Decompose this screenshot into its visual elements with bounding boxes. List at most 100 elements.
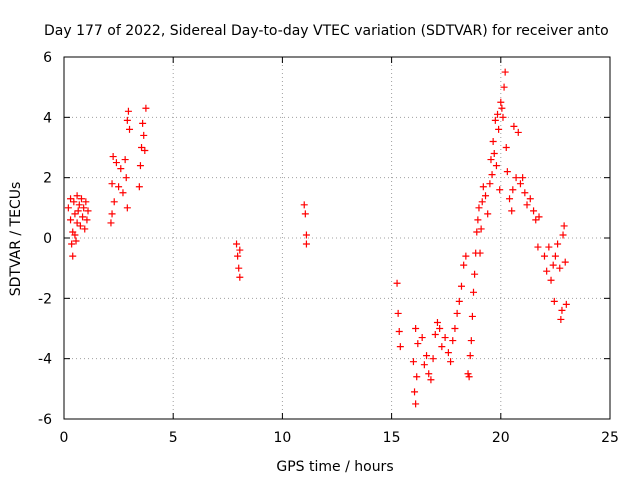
data-point-marker: [510, 122, 518, 130]
data-point-marker: [488, 171, 496, 179]
data-point-marker: [470, 288, 477, 296]
data-point-marker: [233, 240, 241, 248]
data-point-marker: [494, 110, 502, 118]
y-tick-label: 4: [43, 110, 52, 126]
y-tick-label: -4: [38, 352, 52, 368]
data-point-marker: [478, 198, 486, 206]
data-point-marker: [68, 240, 76, 248]
data-point-marker: [486, 180, 494, 188]
data-point-marker: [73, 219, 81, 227]
data-point-marker: [547, 276, 555, 284]
data-point-marker: [108, 210, 116, 218]
data-point-marker: [140, 131, 148, 139]
y-tick-label: 6: [43, 50, 52, 66]
data-point-marker: [411, 388, 419, 396]
data-point-marker: [124, 107, 132, 115]
data-point-marker: [471, 270, 479, 278]
data-point-marker: [123, 116, 131, 124]
data-point-marker: [489, 137, 497, 145]
y-tick-label: -2: [38, 291, 52, 307]
data-point-marker: [72, 237, 80, 245]
chart-title: Day 177 of 2022, Sidereal Day-to-day VTE…: [44, 23, 609, 39]
data-point-marker: [465, 373, 473, 381]
data-point-marker: [523, 201, 531, 209]
data-point-marker: [117, 165, 125, 173]
data-point-marker: [550, 297, 558, 305]
data-point-marker: [76, 222, 84, 230]
data-point-marker: [475, 204, 483, 212]
data-point-marker: [431, 331, 439, 339]
data-point-marker: [135, 183, 143, 191]
data-point-marker: [109, 153, 117, 161]
data-point-marker: [466, 352, 474, 360]
data-point-marker: [71, 210, 79, 218]
data-point-marker: [556, 264, 564, 272]
data-point-marker: [236, 273, 244, 281]
data-point-marker: [119, 189, 127, 197]
data-point-marker: [502, 144, 510, 151]
data-point-marker: [121, 156, 129, 164]
data-point-marker: [509, 186, 517, 194]
data-point-marker: [497, 98, 505, 106]
data-point-marker: [301, 210, 309, 218]
data-point-marker: [433, 318, 441, 326]
data-point-marker: [554, 240, 562, 248]
data-point-marker: [83, 216, 91, 224]
data-point-marker: [110, 198, 118, 206]
data-point-marker: [514, 128, 522, 136]
data-point-marker: [562, 300, 570, 308]
x-tick-label: 25: [601, 430, 619, 446]
data-point-marker: [427, 376, 435, 384]
data-point-marker: [436, 325, 444, 332]
data-point-marker: [500, 83, 508, 91]
data-point-marker: [236, 246, 244, 254]
data-point-marker: [545, 243, 553, 251]
data-point-marker: [526, 195, 534, 203]
data-point-marker: [423, 352, 431, 360]
y-tick-label: 0: [43, 231, 52, 247]
data-point-marker: [506, 195, 514, 203]
data-point-marker: [139, 119, 147, 127]
data-point-marker: [441, 334, 449, 342]
data-point-marker: [560, 222, 568, 230]
data-point-marker: [112, 159, 120, 167]
data-point-marker: [503, 168, 511, 176]
data-point-marker: [479, 183, 487, 191]
data-point-marker: [80, 204, 88, 212]
data-point-marker: [467, 337, 475, 345]
data-point-marker: [462, 252, 470, 260]
data-point-marker: [490, 150, 498, 158]
data-point-marker: [447, 358, 455, 366]
data-point-marker: [498, 104, 506, 112]
data-point-marker: [395, 328, 403, 336]
data-point-marker: [69, 252, 77, 260]
data-point-marker: [532, 216, 540, 224]
data-points: [64, 68, 570, 408]
data-point-marker: [108, 180, 116, 188]
data-point-marker: [438, 343, 446, 351]
data-point-marker: [142, 104, 150, 112]
x-tick-label: 15: [383, 430, 401, 446]
data-point-marker: [491, 116, 499, 124]
data-point-marker: [534, 243, 542, 251]
x-tick-label: 20: [492, 430, 510, 446]
data-point-marker: [540, 252, 548, 260]
data-point-marker: [512, 174, 520, 182]
data-point-marker: [73, 192, 81, 200]
data-point-marker: [235, 264, 243, 272]
data-point-marker: [482, 192, 490, 200]
axis-ticks: 0 5 10 15 20 25 -6 -4 -2 0 2 4 6: [38, 50, 619, 446]
data-point-marker: [393, 279, 401, 287]
data-point-marker: [136, 162, 144, 170]
data-point-marker: [302, 231, 310, 239]
data-point-marker: [530, 207, 538, 215]
data-point-marker: [559, 231, 567, 239]
data-point-marker: [141, 147, 149, 155]
data-point-marker: [474, 216, 482, 224]
data-point-marker: [420, 361, 428, 369]
data-point-marker: [70, 198, 78, 206]
data-point-marker: [468, 312, 476, 320]
data-point-marker: [122, 174, 130, 182]
data-point-marker: [535, 213, 543, 221]
